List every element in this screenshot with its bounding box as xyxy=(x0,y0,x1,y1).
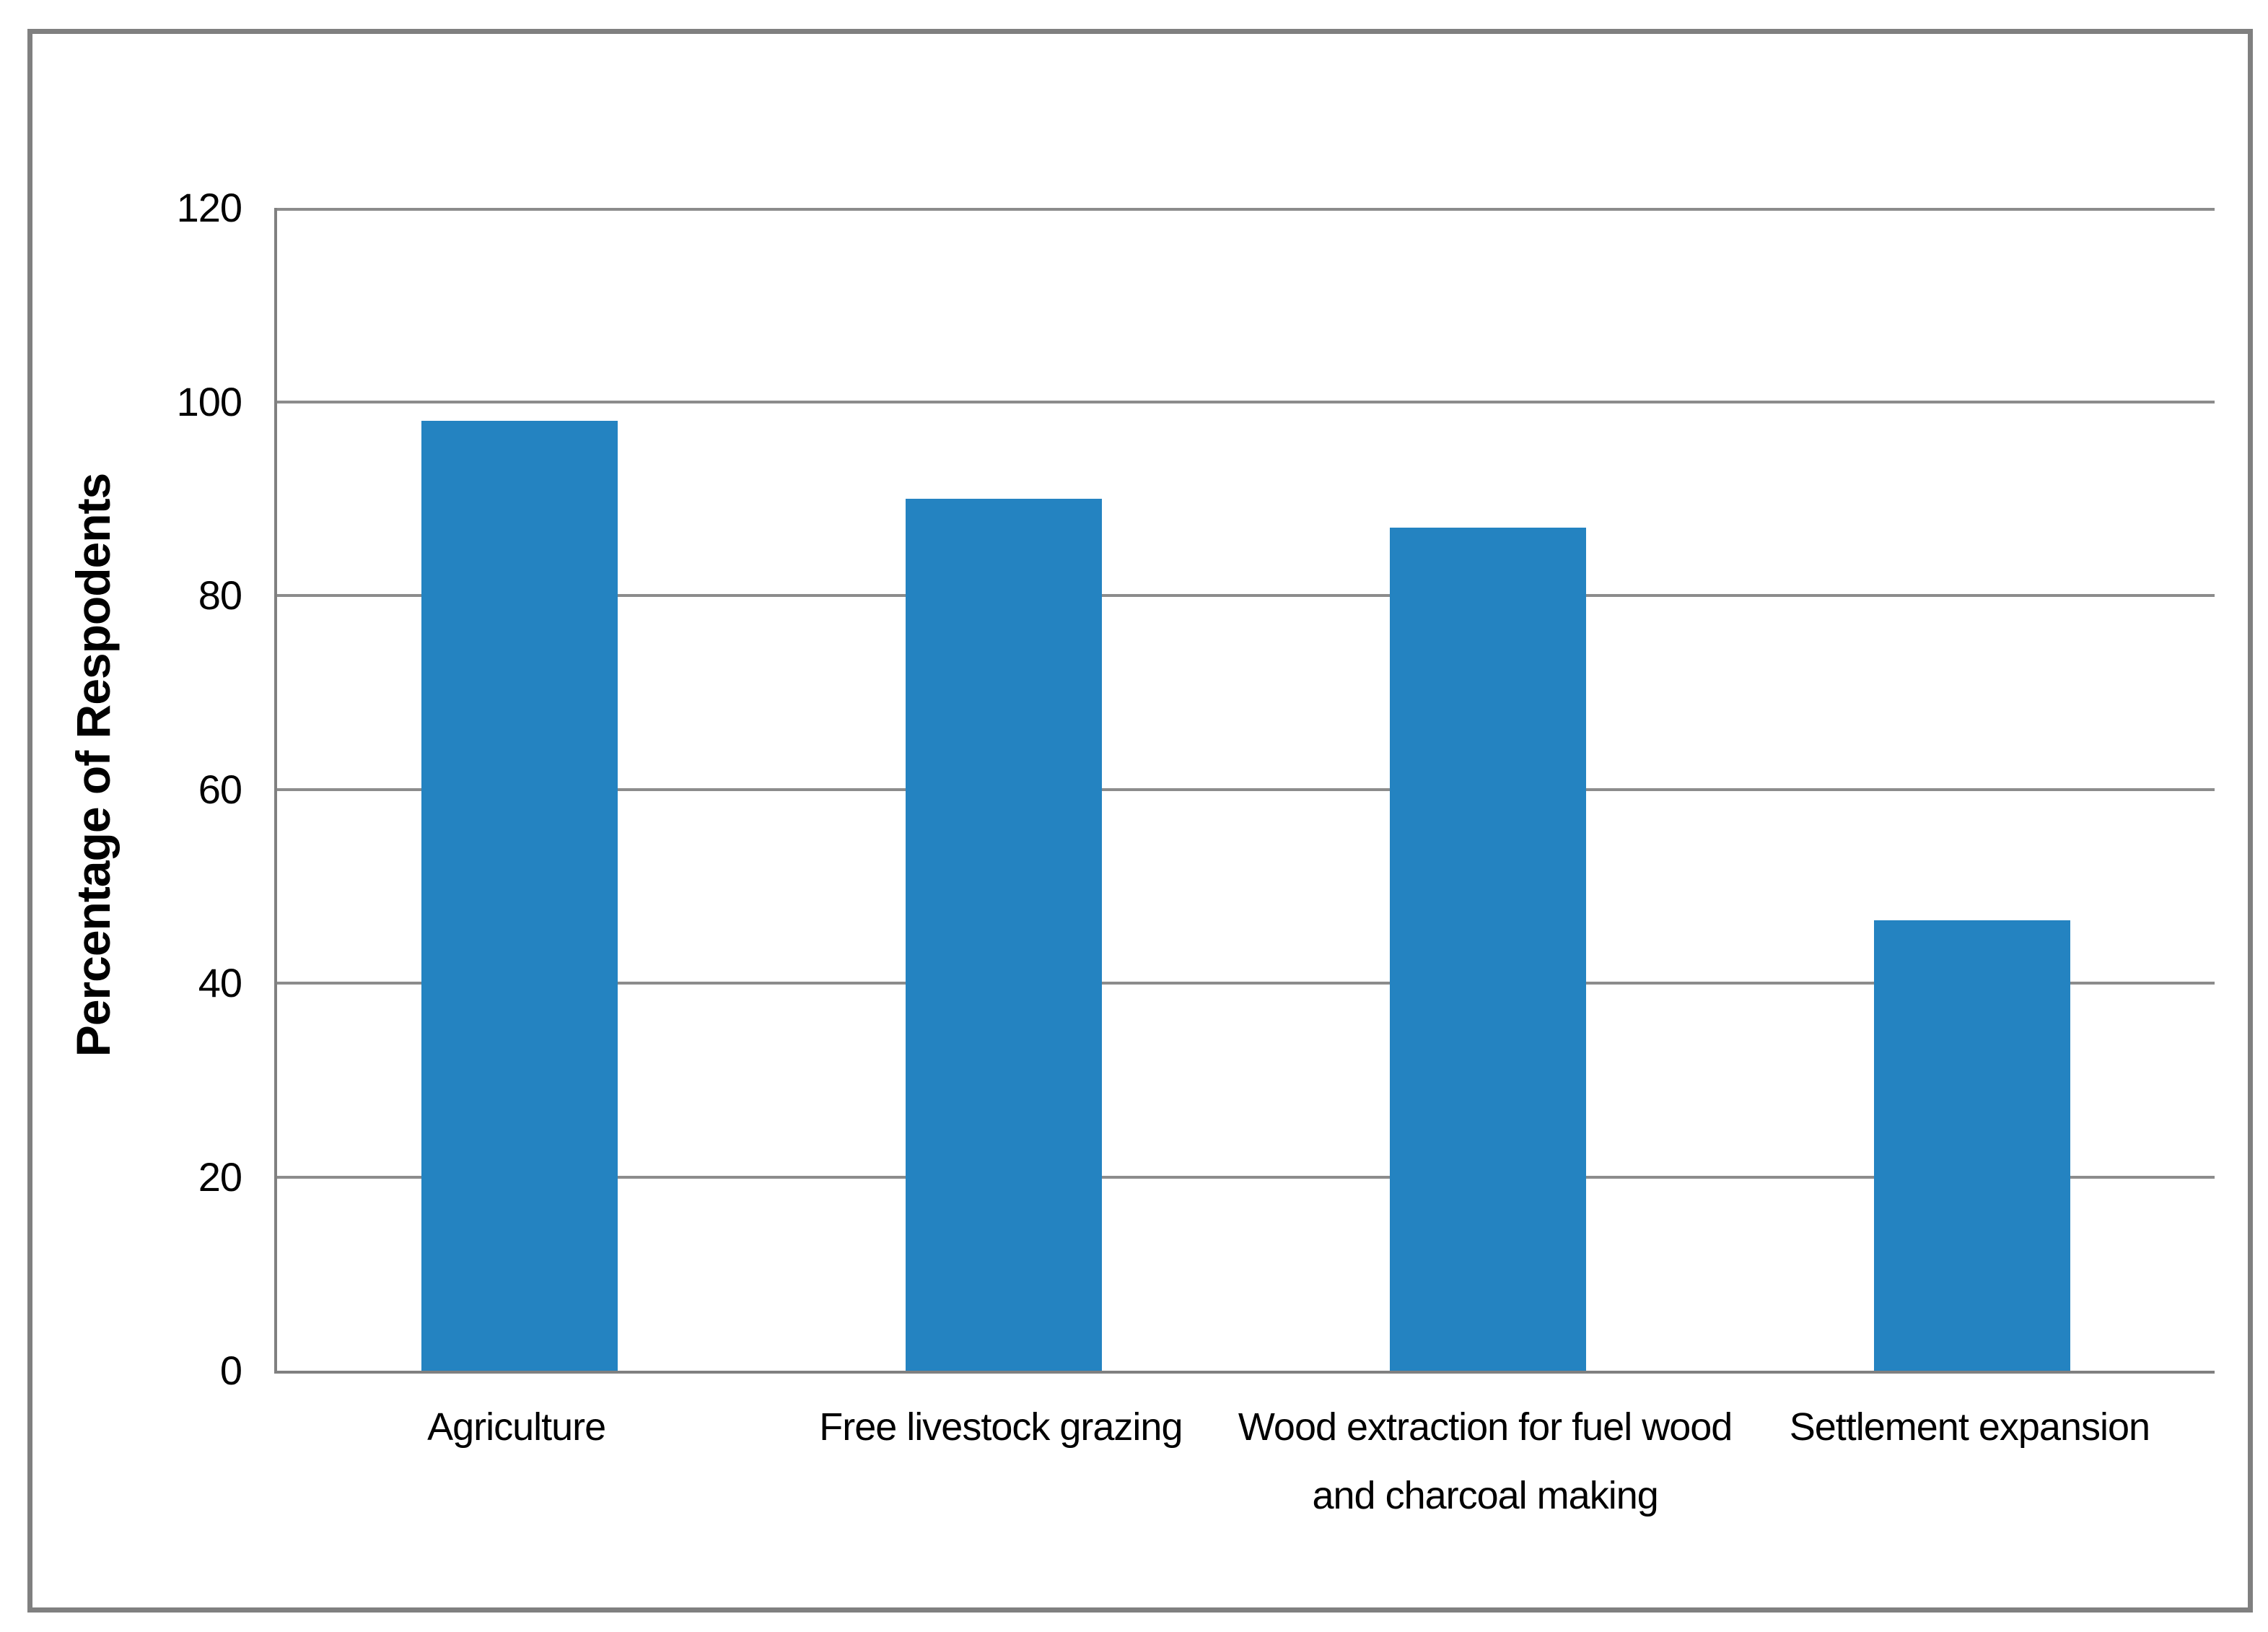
gridline-100 xyxy=(277,400,2215,403)
gridline-120 xyxy=(277,208,2215,211)
y-tick-label-120: 120 xyxy=(176,185,242,230)
gridline-40 xyxy=(277,982,2215,985)
y-tick-label-80: 80 xyxy=(198,572,242,618)
bar-3 xyxy=(1390,528,1587,1371)
gridline-20 xyxy=(277,1175,2215,1179)
y-tick-label-100: 100 xyxy=(176,378,242,424)
x-category-label-4: Settlement expansion xyxy=(1789,1405,2150,1449)
gridline-80 xyxy=(277,594,2215,597)
bar-4 xyxy=(1874,920,2071,1371)
bar-2 xyxy=(905,498,1102,1371)
figure-border xyxy=(27,29,2253,1613)
y-tick-label-20: 20 xyxy=(198,1153,242,1200)
x-category-label-2: Free livestock grazing xyxy=(819,1405,1183,1449)
y-tick-label-0: 0 xyxy=(219,1348,242,1393)
y-tick-label-60: 60 xyxy=(198,766,242,812)
x-category-label-3: Wood extraction for fuel wood and charco… xyxy=(1238,1405,1733,1517)
bar-1 xyxy=(421,421,618,1371)
gridline-60 xyxy=(277,787,2215,791)
x-category-label-1: Agriculture xyxy=(427,1405,606,1449)
plot-area xyxy=(274,208,2215,1374)
y-tick-label-40: 40 xyxy=(198,960,242,1005)
